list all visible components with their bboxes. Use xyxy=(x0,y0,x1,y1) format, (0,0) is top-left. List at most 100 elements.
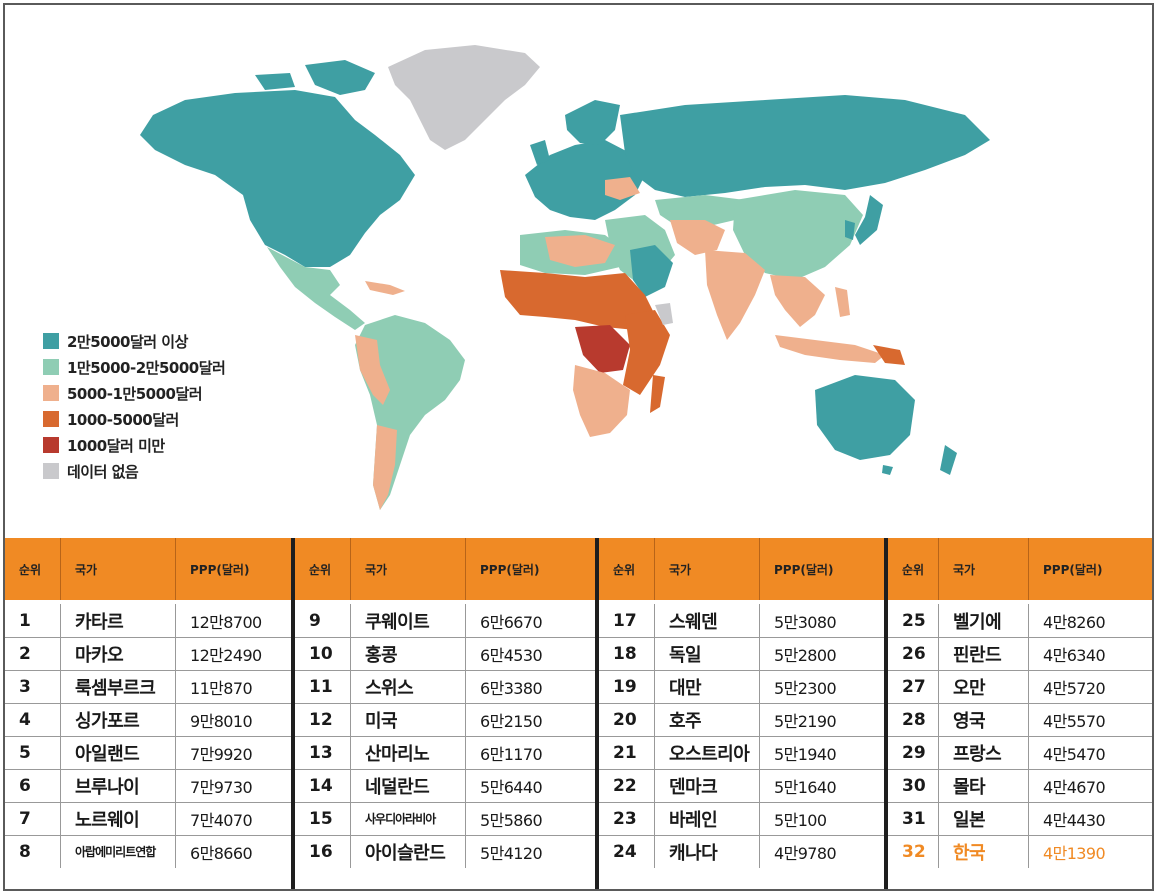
cell-rank: 22 xyxy=(613,775,637,796)
scandinavia-region xyxy=(565,100,620,145)
frame-border xyxy=(3,3,1154,891)
header-rank: 순위 xyxy=(613,562,636,577)
cell-country: 카타르 xyxy=(60,604,175,637)
cell-country: 브루나이 xyxy=(60,769,175,802)
southern-cone-region xyxy=(373,425,397,510)
cell-ppp: 5만1940 xyxy=(759,736,884,769)
header-ppp: PPP(달러) xyxy=(759,538,884,600)
cell-country: 대만 xyxy=(654,670,759,703)
cell-ppp: 7만9920 xyxy=(175,736,291,769)
legend-label: 1000달러 미만 xyxy=(67,436,165,455)
legend-swatch xyxy=(43,359,59,375)
cell-rank: 15 xyxy=(309,808,333,829)
table-row: 26 핀란드 4만6340 xyxy=(888,637,1152,671)
cell-rank: 27 xyxy=(902,676,926,697)
cell-country: 덴마크 xyxy=(654,769,759,802)
uk-region xyxy=(530,140,550,165)
cell-rank: 21 xyxy=(613,742,637,763)
cell-country: 스웨덴 xyxy=(654,604,759,637)
mexico-region xyxy=(267,247,365,330)
cell-rank: 4 xyxy=(19,709,31,730)
madagascar-region xyxy=(650,375,665,413)
cell-ppp: 4만5570 xyxy=(1028,703,1152,736)
table-row: 20 호주 5만2190 xyxy=(599,703,884,737)
iran-afghan-region xyxy=(670,220,725,255)
cell-country: 사우디아라비아 xyxy=(350,802,465,835)
cell-country: 홍콩 xyxy=(350,637,465,670)
cell-country: 미국 xyxy=(350,703,465,736)
eastern-europe-region xyxy=(605,177,640,200)
cell-ppp: 7만9730 xyxy=(175,769,291,802)
central-africa-region xyxy=(575,325,630,373)
cell-country: 독일 xyxy=(654,637,759,670)
legend-item: 데이터 없음 xyxy=(43,458,225,484)
legend-label: 데이터 없음 xyxy=(67,462,139,481)
cell-rank: 32 xyxy=(902,841,926,862)
cell-rank: 11 xyxy=(309,676,333,697)
table-row: 2 마카오 12만2490 xyxy=(5,637,291,671)
table-row: 29 프랑스 4만5470 xyxy=(888,736,1152,770)
cell-rank: 20 xyxy=(613,709,637,730)
cell-rank: 6 xyxy=(19,775,31,796)
legend-label: 5000-1만5000달러 xyxy=(67,384,203,403)
cell-country: 싱가포르 xyxy=(60,703,175,736)
cell-ppp: 6만1170 xyxy=(465,736,595,769)
southern-africa-region xyxy=(573,365,630,437)
cell-country: 한국 xyxy=(938,835,1028,868)
table-row: 28 영국 4만5570 xyxy=(888,703,1152,737)
header-rank: 순위 xyxy=(309,562,332,577)
papua-region xyxy=(873,345,905,365)
table-row: 32 한국 4만1390 xyxy=(888,835,1152,868)
cell-rank: 16 xyxy=(309,841,333,862)
table-row: 21 오스트리아 5만1940 xyxy=(599,736,884,770)
caribbean-region xyxy=(365,281,405,295)
table-row: 18 독일 5만2800 xyxy=(599,637,884,671)
cell-ppp: 4만9780 xyxy=(759,835,884,868)
world-map-svg xyxy=(140,45,990,510)
cell-ppp: 7만4070 xyxy=(175,802,291,835)
china-region xyxy=(733,190,863,280)
cell-country: 바레인 xyxy=(654,802,759,835)
arctic-islands-region xyxy=(255,60,375,95)
cell-country: 아이슬란드 xyxy=(350,835,465,868)
table-row: 23 바레인 5만100 xyxy=(599,802,884,836)
table-header-row: 순위 국가 PPP(달러) xyxy=(888,538,1152,600)
cell-ppp: 4만4430 xyxy=(1028,802,1152,835)
table-row: 8 아랍에미리트연합 6만8660 xyxy=(5,835,291,868)
table-row: 7 노르웨이 7만4070 xyxy=(5,802,291,836)
cell-rank: 2 xyxy=(19,643,31,664)
cell-rank: 30 xyxy=(902,775,926,796)
cell-country: 마카오 xyxy=(60,637,175,670)
cell-ppp: 9만8010 xyxy=(175,703,291,736)
greenland-region xyxy=(388,45,540,150)
cell-rank: 8 xyxy=(19,841,31,862)
cell-country: 오스트리아 xyxy=(654,736,759,769)
cell-country: 몰타 xyxy=(938,769,1028,802)
cell-country: 산마리노 xyxy=(350,736,465,769)
table-row: 9 쿠웨이트 6만6670 xyxy=(295,604,595,638)
cell-country: 오만 xyxy=(938,670,1028,703)
table-row: 16 아이슬란드 5만4120 xyxy=(295,835,595,868)
cell-ppp: 5만1640 xyxy=(759,769,884,802)
table-header-band xyxy=(5,538,1152,600)
cell-country: 네덜란드 xyxy=(350,769,465,802)
table-row: 27 오만 4만5720 xyxy=(888,670,1152,704)
cell-rank: 13 xyxy=(309,742,333,763)
header-ppp: PPP(달러) xyxy=(465,538,595,600)
cell-country: 스위스 xyxy=(350,670,465,703)
cell-rank: 23 xyxy=(613,808,637,829)
legend-swatch xyxy=(43,437,59,453)
cell-ppp: 5만3080 xyxy=(759,604,884,637)
cell-country: 캐나다 xyxy=(654,835,759,868)
table-block: 순위 국가 PPP(달러) 9 쿠웨이트 6만6670 10 홍콩 6만4530 11 스위스 6만3… xyxy=(295,538,595,889)
legend: 2만5000달러 이상 1만5000-2만5000달러 5000-1만5000달… xyxy=(43,328,226,484)
cell-country: 호주 xyxy=(654,703,759,736)
table-row: 6 브루나이 7만9730 xyxy=(5,769,291,803)
table-row: 13 산마리노 6만1170 xyxy=(295,736,595,770)
legend-swatch xyxy=(43,411,59,427)
legend-swatch xyxy=(43,385,59,401)
table-block: 순위 국가 PPP(달러) 25 벨기에 4만8260 26 핀란드 4만6340 27 오만 4만5… xyxy=(888,538,1152,889)
russia-region xyxy=(620,95,990,197)
cell-ppp: 4만8260 xyxy=(1028,604,1152,637)
